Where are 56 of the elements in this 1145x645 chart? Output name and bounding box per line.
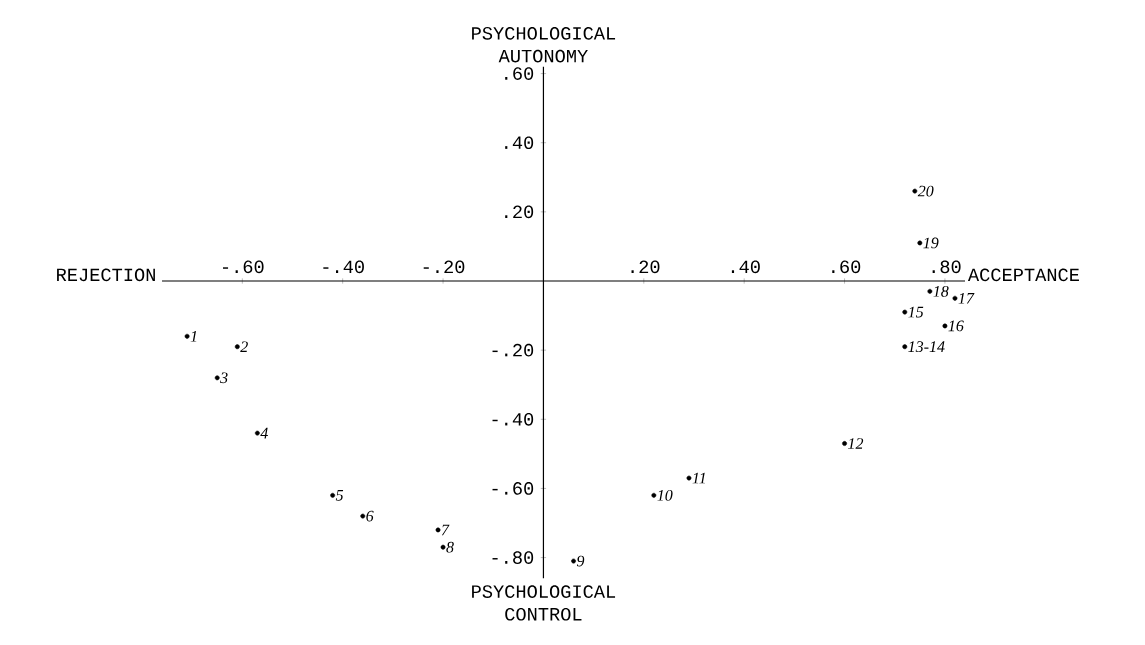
point [571, 558, 576, 564]
annotation: 4 [260, 427, 268, 439]
point [214, 375, 220, 381]
y-tick-label: -.20 [492, 343, 534, 357]
x-tick-label: -.20 [423, 260, 465, 274]
annotation: 5 [335, 490, 344, 501]
x-axis-title: ACCEPTANCE [967, 268, 1079, 282]
point [942, 323, 948, 329]
annotation: 19 [923, 237, 939, 249]
y-tick-label: .20 [505, 205, 534, 219]
y-tick-label: .60 [505, 67, 534, 80]
annotation: 18 [933, 285, 949, 297]
point [927, 288, 933, 294]
point [912, 188, 918, 194]
point [651, 492, 657, 498]
point [686, 475, 692, 481]
y-tick-label: -.80 [492, 551, 534, 564]
x-tick-label: .20 [631, 260, 660, 274]
x-tick-label: -.60 [222, 260, 264, 274]
point [435, 527, 441, 533]
annotation: 6 [366, 510, 374, 522]
annotation: 20 [917, 185, 934, 197]
annotation: 2 [240, 341, 248, 352]
y-tick-label: .40 [505, 136, 534, 150]
point [254, 430, 260, 436]
point [440, 544, 446, 550]
x-tick-label: .60 [832, 260, 861, 274]
y-tick-label: -.60 [492, 482, 534, 495]
point [902, 309, 908, 315]
annotation: 9 [576, 555, 585, 567]
x-tick-label: .80 [932, 260, 961, 274]
annotation: 10 [657, 489, 673, 501]
y-tick-label: -.40 [492, 412, 534, 426]
point [902, 344, 908, 350]
annotation: 17 [958, 293, 975, 304]
annotation: 8 [446, 541, 454, 553]
point [184, 333, 190, 339]
annotation: 7 [441, 524, 450, 536]
text: PSYCHOLOGICAL CONTROL [472, 585, 616, 621]
point [842, 441, 847, 446]
point [330, 492, 336, 498]
annotation: 13-14 [908, 341, 945, 353]
point [234, 344, 240, 350]
point [917, 240, 923, 246]
point [952, 295, 958, 301]
annotation: 15 [908, 306, 924, 318]
annotation: 1 [190, 331, 197, 342]
x-tick-label: -.40 [323, 260, 364, 274]
y-axis-title: PSYCHOLOGICAL AUTONOMY [472, 27, 616, 63]
text: REJECTION [57, 268, 155, 282]
annotation: 3 [220, 372, 228, 384]
annotation: 11 [692, 472, 705, 484]
annotation: 16 [948, 320, 964, 332]
point [360, 513, 366, 519]
annotation: 12 [848, 438, 864, 449]
x-tick-label: .40 [731, 260, 760, 274]
